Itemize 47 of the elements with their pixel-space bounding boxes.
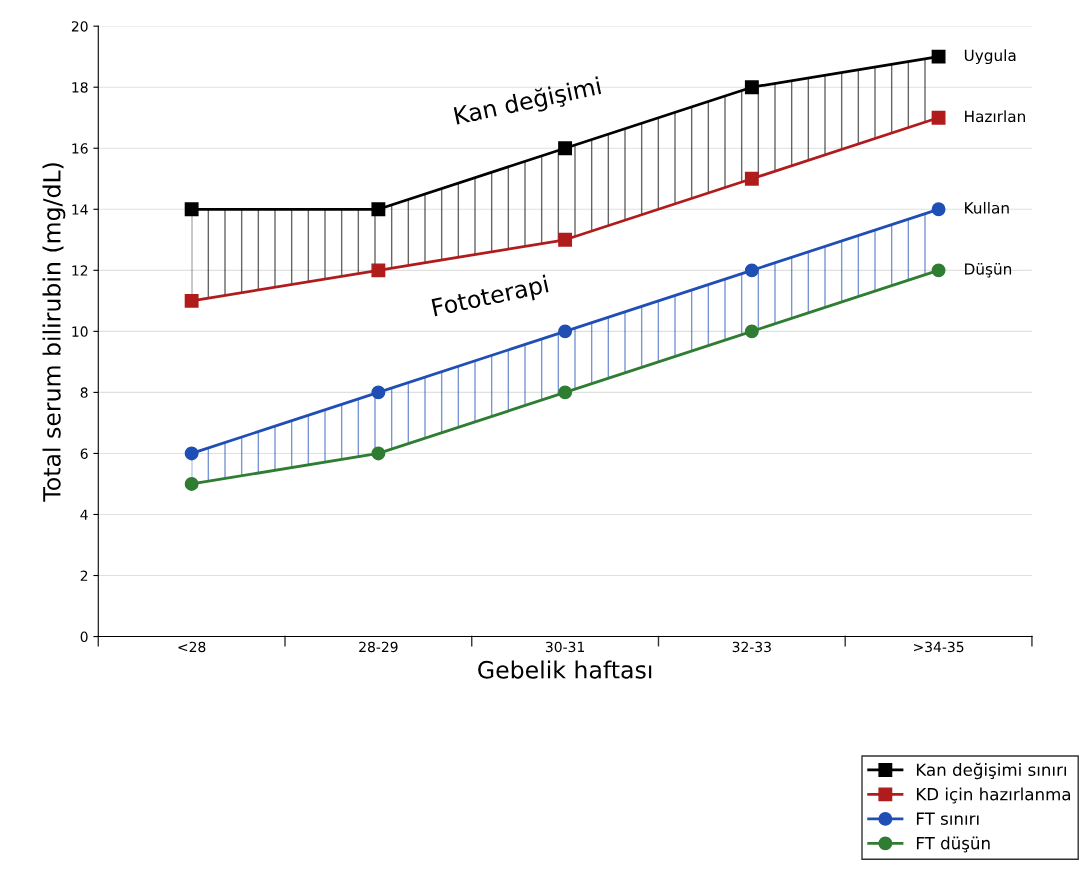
point xyxy=(744,263,759,278)
annotation: Düşün xyxy=(965,262,1012,278)
point xyxy=(744,171,759,186)
x-tick-label: 28-29 xyxy=(359,641,398,653)
x-axis-title: Gebelik haftası xyxy=(478,660,652,679)
legend-label: Kan değişimi sınırı xyxy=(916,762,1066,780)
y-tick-label: 6 xyxy=(80,448,88,459)
y-tick-label: 4 xyxy=(80,509,88,520)
x-tick-label: >34-35 xyxy=(914,641,964,653)
legend-label: KD için hazırlanma xyxy=(916,787,1071,804)
point xyxy=(558,232,573,247)
point xyxy=(744,80,759,95)
point xyxy=(558,141,573,156)
y-tick-label: 10 xyxy=(72,326,88,337)
point xyxy=(184,446,199,461)
point xyxy=(184,293,199,308)
y-tick-label: 18 xyxy=(72,82,88,93)
legend-label: FT sınırı xyxy=(916,812,979,825)
y-tick-label: 12 xyxy=(72,265,88,276)
y-axis-title: Total serum bilirubin (mg/dL) xyxy=(42,163,66,502)
point xyxy=(931,49,946,64)
y-tick-label: 0 xyxy=(80,631,88,643)
y-tick-label: 14 xyxy=(72,204,88,215)
x-tick-label: 32-33 xyxy=(732,641,771,653)
annotation: Kullan xyxy=(965,201,1009,214)
x-tick-label: <28 xyxy=(178,641,206,653)
y-tick-label: 16 xyxy=(72,143,88,154)
annotation: Kan değişimi xyxy=(453,75,603,130)
point xyxy=(558,385,573,400)
legend-label: FT düşün xyxy=(916,836,990,853)
point xyxy=(371,385,386,400)
point xyxy=(184,477,199,491)
point xyxy=(371,202,386,217)
point xyxy=(931,263,946,278)
point xyxy=(931,202,946,217)
point xyxy=(371,263,386,278)
y-tick-label: 2 xyxy=(80,570,88,581)
y-tick-label: 20 xyxy=(71,21,88,32)
point xyxy=(558,324,573,339)
point xyxy=(744,324,759,339)
point xyxy=(371,446,386,461)
annotation: Hazırlan xyxy=(965,110,1025,123)
point xyxy=(931,110,946,125)
y-tick-label: 8 xyxy=(80,387,88,398)
x-tick-label: 30-31 xyxy=(545,641,585,653)
point xyxy=(184,202,199,217)
annotation: Uygula xyxy=(964,49,1016,65)
